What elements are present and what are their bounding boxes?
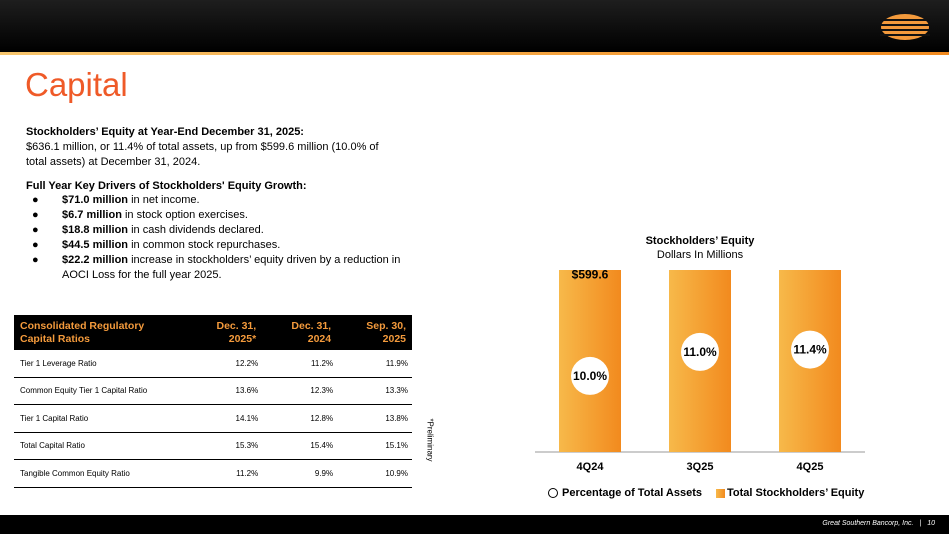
driver-item: ● $6.7 million in stock option exercises. <box>26 208 406 223</box>
driver-amount: $44.5 million <box>62 239 129 251</box>
circle-legend-icon <box>548 488 558 498</box>
ratio-value-cell: 13.6% <box>187 377 263 405</box>
preliminary-footnote: *Preliminary <box>425 418 435 462</box>
footer: Great Southern Bancorp, Inc. | 10 <box>822 520 935 527</box>
percentage-label: 11.0% <box>683 345 717 359</box>
ratio-value-cell: 12.8% <box>262 404 338 433</box>
table-row: Tier 1 Capital Ratio 14.1% 12.8% 13.8% <box>14 404 412 433</box>
driver-amount: $22.2 million <box>62 254 129 266</box>
ratio-value-cell: 13.3% <box>337 377 412 405</box>
ratio-value-cell: 10.9% <box>337 459 412 488</box>
x-tick-label: 4Q24 <box>577 461 605 473</box>
driver-text: in common stock repurchases. <box>128 239 281 251</box>
ratio-value-cell: 12.3% <box>262 377 338 405</box>
table-row: Total Capital Ratio 15.3% 15.4% 15.1% <box>14 432 412 460</box>
drivers-heading: Full Year Key Drivers of Stockholders' E… <box>26 180 307 192</box>
bullet-icon: ● <box>32 239 39 251</box>
ratio-value-cell: 13.8% <box>337 404 412 433</box>
driver-item: ● $44.5 million in common stock repurchas… <box>26 238 406 253</box>
ratio-name-cell: Tier 1 Leverage Ratio <box>14 350 188 378</box>
table-header: Consolidated Regulatory Capital Ratios <box>14 315 188 350</box>
regulatory-ratios-table: Consolidated Regulatory Capital Ratios D… <box>14 315 412 488</box>
driver-amount: $18.8 million <box>62 224 129 236</box>
ratio-name-cell: Tangible Common Equity Ratio <box>14 459 188 488</box>
x-tick-label: 4Q25 <box>797 461 824 473</box>
ratio-value-cell: 11.9% <box>337 350 412 378</box>
driver-text: increase in stockholders’ equity driven … <box>62 254 401 281</box>
accent-line <box>0 52 949 55</box>
legend-percentage-label: Percentage of Total Assets <box>562 487 702 499</box>
bullet-icon: ● <box>32 194 39 206</box>
ratio-value-cell: 11.2% <box>187 459 263 488</box>
percentage-label: 11.4% <box>793 343 827 357</box>
ratio-name-cell: Common Equity Tier 1 Capital Ratio <box>14 377 188 405</box>
driver-item: ● $71.0 million in net income. <box>26 193 406 208</box>
footer-company: Great Southern Bancorp, Inc. <box>822 520 914 527</box>
table-header: Sep. 30, 2025 <box>337 315 412 350</box>
ratio-value-cell: 15.3% <box>187 432 263 460</box>
bullet-icon: ● <box>32 209 39 221</box>
equity-summary: Stockholders’ Equity at Year-End Decembe… <box>26 125 396 170</box>
percentage-circle <box>681 332 719 371</box>
percentage-circle <box>571 356 609 395</box>
driver-text: in cash dividends declared. <box>128 224 264 236</box>
chart-title: Stockholders’ Equity <box>645 235 755 247</box>
ratio-value-cell: 15.1% <box>337 432 412 460</box>
legend-equity-label: Total Stockholders’ Equity <box>727 487 865 499</box>
summary-text: $636.1 million, or 11.4% of total assets… <box>26 141 379 168</box>
x-tick-label: 3Q25 <box>687 461 714 473</box>
table-row: Common Equity Tier 1 Capital Ratio 13.6% 1… <box>14 377 412 405</box>
driver-amount: $71.0 million <box>62 194 129 206</box>
driver-text: in stock option exercises. <box>121 209 248 221</box>
bar-legend-icon <box>716 488 725 498</box>
table-header: Dec. 31, 2025* <box>187 315 263 350</box>
driver-text: in net income. <box>128 194 200 206</box>
company-logo-icon <box>880 14 930 40</box>
table-row: Tangible Common Equity Ratio 11.2% 9.9% 10.… <box>14 459 412 488</box>
table-header-row: Consolidated Regulatory Capital Ratios D… <box>14 315 412 350</box>
table-row: Tier 1 Leverage Ratio 12.2% 11.2% 11.9% <box>14 350 412 378</box>
drivers-list: ● $71.0 million in net income. ● $6.7 milli… <box>26 193 406 283</box>
table-header: Dec. 31, 2024 <box>262 315 338 350</box>
bullet-icon: ● <box>32 224 39 236</box>
top-banner <box>0 0 949 52</box>
footer-separator: | <box>919 520 922 527</box>
page-number: 10 <box>927 520 935 527</box>
driver-item: ● $22.2 million increase in stockholders’… <box>26 253 406 283</box>
ratio-name-cell: Total Capital Ratio <box>14 432 188 460</box>
ratio-value-cell: 14.1% <box>187 404 263 433</box>
chart-legend: Percentage of Total Assets Total Stockho… <box>548 487 864 499</box>
footer-bar <box>0 515 949 534</box>
ratio-name-cell: Tier 1 Capital Ratio <box>14 404 188 433</box>
ratio-value-cell: 12.2% <box>187 350 263 378</box>
driver-amount: $6.7 million <box>62 209 122 221</box>
driver-item: ● $18.8 million in cash dividends declare… <box>26 223 406 238</box>
ratio-value-cell: 9.9% <box>262 459 338 488</box>
page-title: Capital <box>25 66 128 103</box>
ratio-value-cell: 15.4% <box>262 432 338 460</box>
bar-value-label: $599.6 <box>572 270 609 282</box>
percentage-circle <box>791 330 829 369</box>
percentage-label: 10.0% <box>573 369 607 383</box>
chart-subtitle: Dollars In Millions <box>656 249 744 261</box>
summary-heading: Stockholders’ Equity at Year-End Decembe… <box>26 126 304 138</box>
ratio-value-cell: 11.2% <box>262 350 338 378</box>
equity-bar-chart: $599.610.0%4Q24$632.911.0%3Q25$636.111.4… <box>535 270 865 473</box>
bullet-icon: ● <box>32 254 39 266</box>
